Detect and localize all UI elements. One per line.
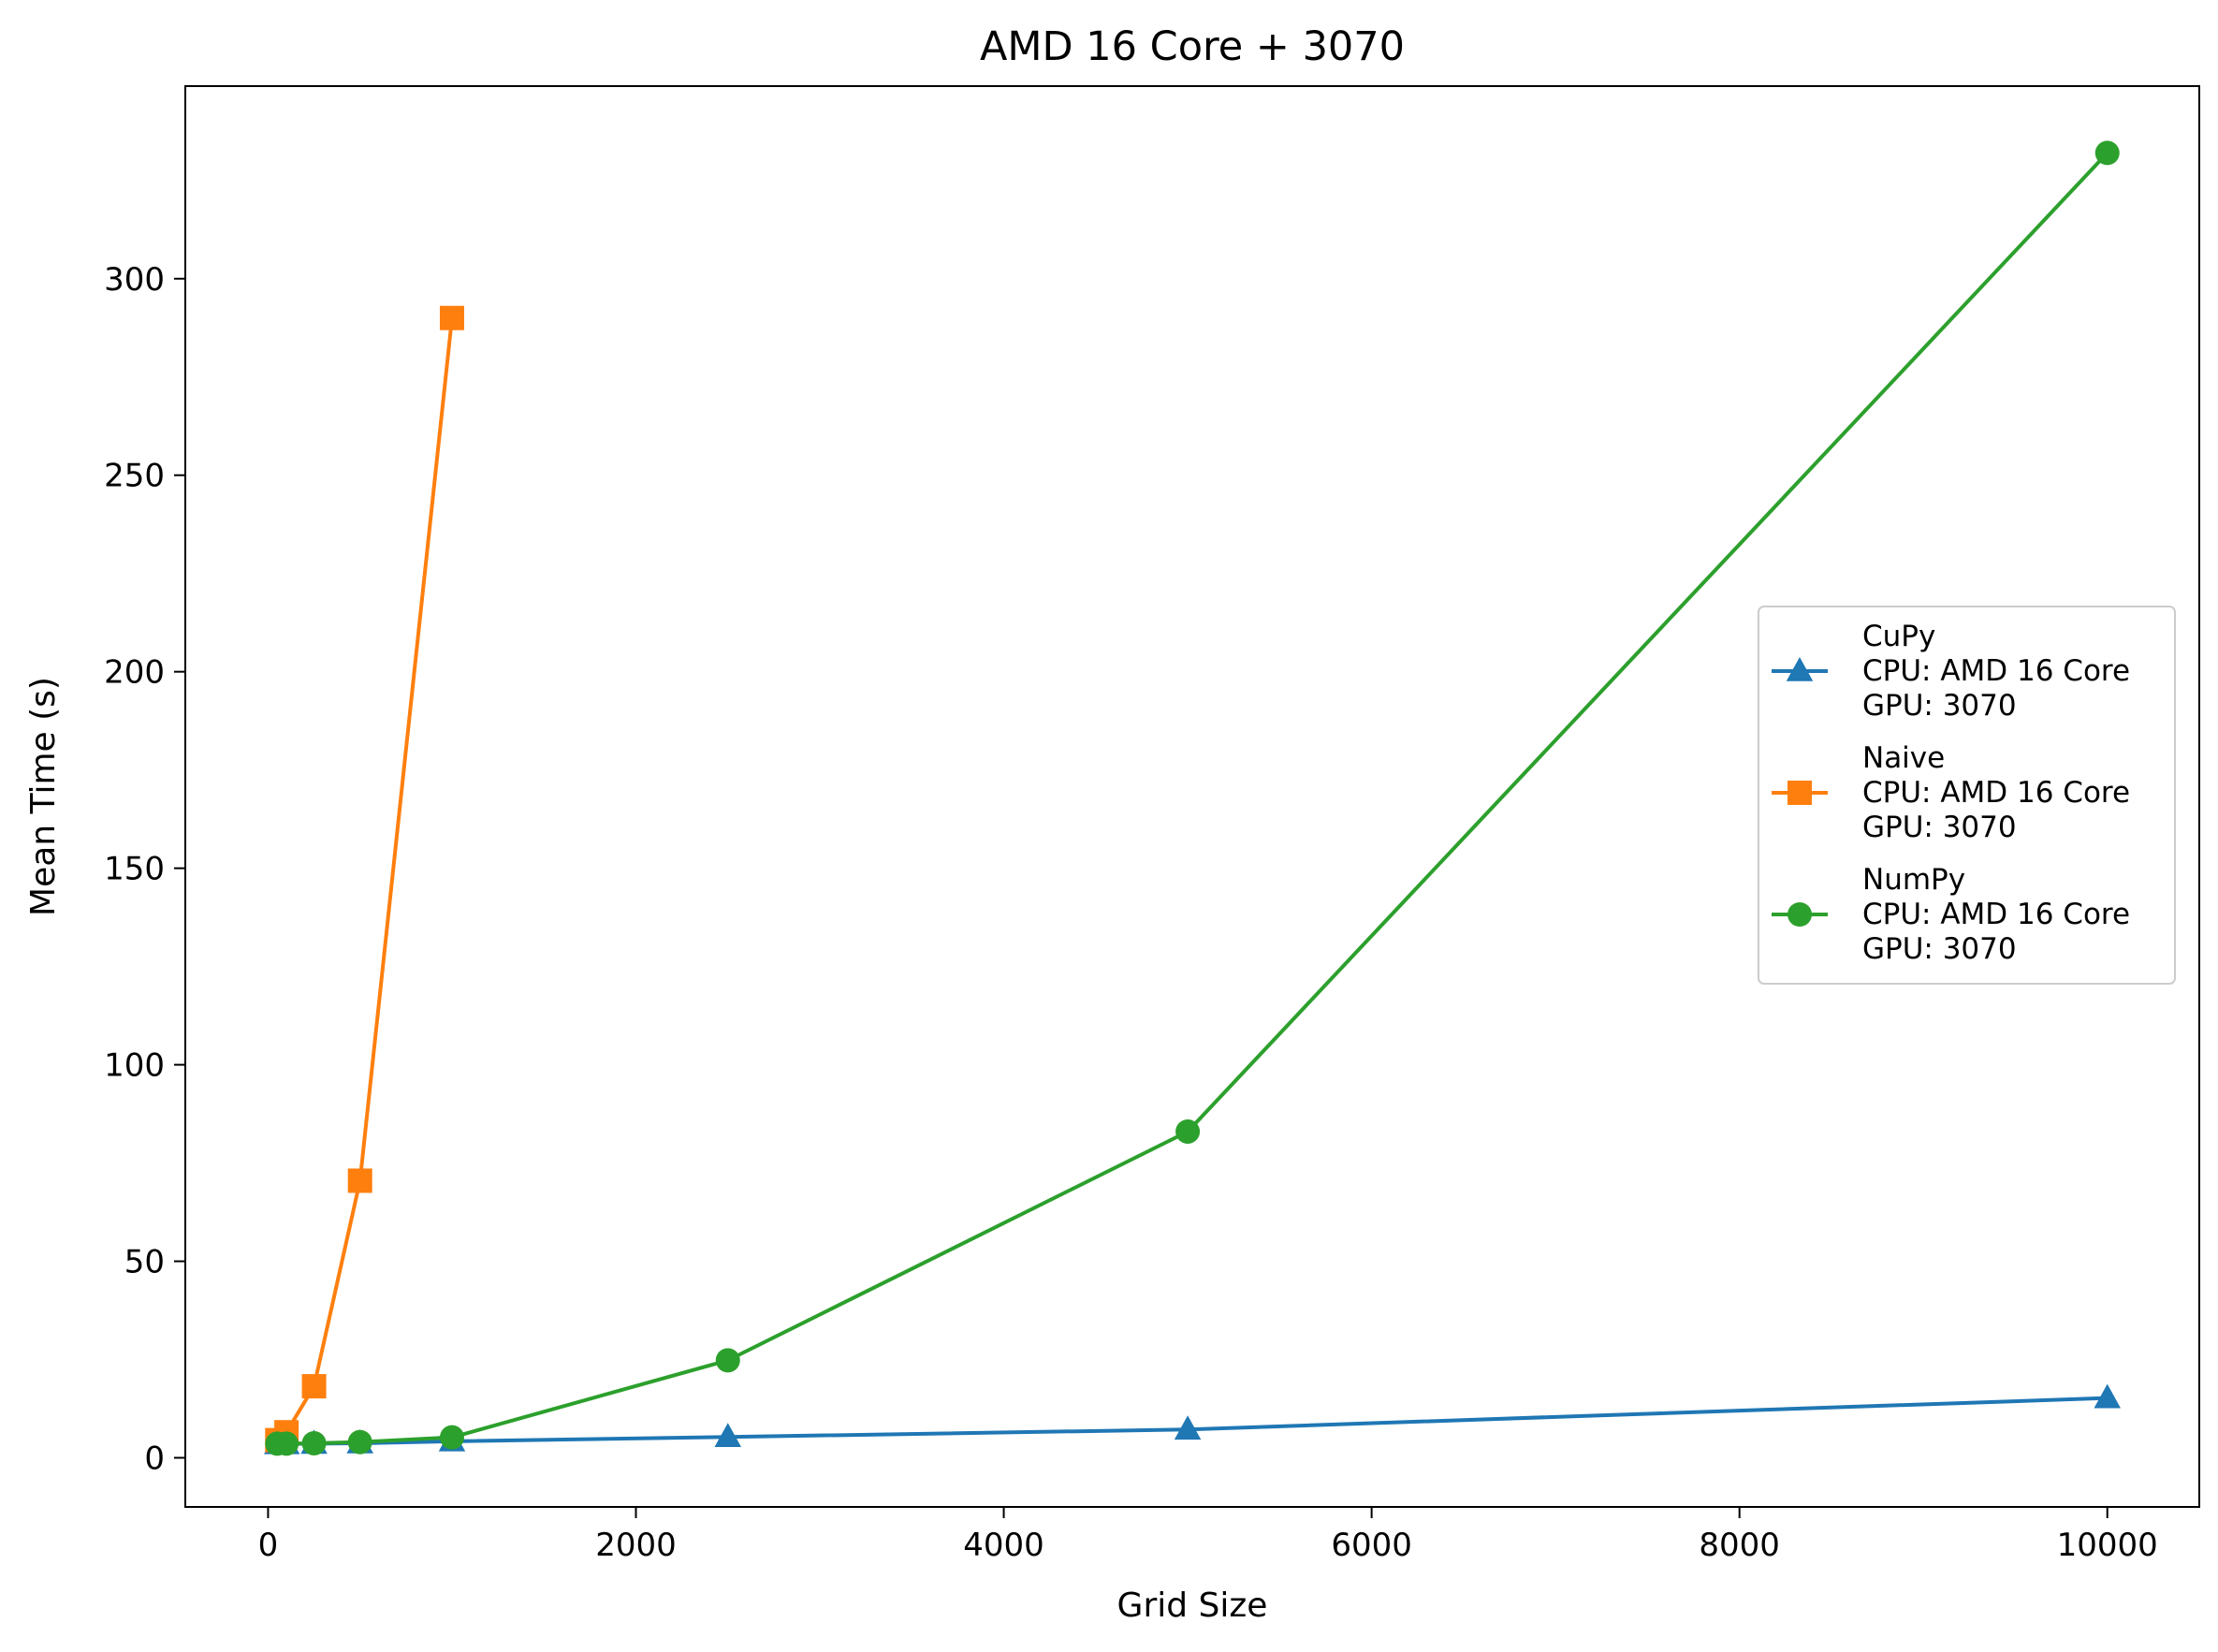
chart-title: AMD 16 Core + 3070 [980, 23, 1405, 70]
legend-label-cupy: CuPy [1862, 620, 1935, 653]
axes-frame [184, 85, 2200, 1508]
legend-label-cupy: CPU: AMD 16 Core [1862, 654, 2130, 688]
legend-label-naive: CPU: AMD 16 Core [1862, 776, 2130, 810]
series-numpy [265, 140, 2120, 1456]
data-point-numpy [301, 1430, 327, 1455]
data-point-naive [347, 1168, 372, 1193]
legend-label-naive: GPU: 3070 [1862, 811, 2017, 844]
data-point-cupy [2094, 1383, 2121, 1409]
legend-label-cupy: GPU: 3070 [1862, 689, 2017, 723]
legend-label-numpy: NumPy [1862, 863, 1965, 897]
x-tick-label: 2000 [595, 1527, 677, 1564]
y-tick-label: 150 [104, 851, 165, 888]
data-point-cupy [1174, 1415, 1202, 1440]
y-tick-label: 200 [104, 654, 165, 692]
legend-label-numpy: GPU: 3070 [1862, 932, 2017, 966]
data-point-numpy [1175, 1118, 1201, 1144]
data-point-cupy [714, 1423, 742, 1448]
legend-marker-cupy [1786, 657, 1814, 681]
y-tick-label: 50 [124, 1244, 165, 1281]
x-tick-label: 8000 [1699, 1527, 1780, 1564]
data-point-numpy [347, 1429, 372, 1455]
data-point-numpy [2094, 140, 2120, 166]
y-tick-label: 100 [104, 1047, 165, 1085]
x-tick-label: 4000 [963, 1527, 1044, 1564]
y-tick-label: 250 [104, 458, 165, 495]
series-layer [264, 140, 2121, 1456]
legend-marker-numpy [1788, 902, 1812, 927]
x-axis: 0 2000 4000 6000 8000 10000 [258, 1507, 2158, 1564]
x-tick-label: 0 [258, 1527, 279, 1564]
y-tick-label: 300 [104, 261, 165, 299]
y-axis-label: Mean Time (s) [24, 677, 63, 916]
y-axis: 0 50 100 150 200 250 300 [104, 261, 185, 1478]
x-tick-label: 10000 [2057, 1527, 2158, 1564]
data-point-naive [301, 1374, 327, 1399]
data-point-numpy [274, 1431, 299, 1456]
legend-label-naive: Naive [1862, 741, 1945, 775]
legend-label-numpy: CPU: AMD 16 Core [1862, 898, 2130, 931]
y-tick-label: 0 [144, 1440, 165, 1478]
x-tick-label: 6000 [1331, 1527, 1412, 1564]
legend-box [1758, 606, 2176, 985]
x-axis-label: Grid Size [1117, 1586, 1268, 1625]
legend-marker-naive [1788, 781, 1812, 805]
data-point-naive [439, 305, 464, 330]
data-point-numpy [439, 1425, 464, 1450]
data-point-numpy [715, 1348, 740, 1373]
